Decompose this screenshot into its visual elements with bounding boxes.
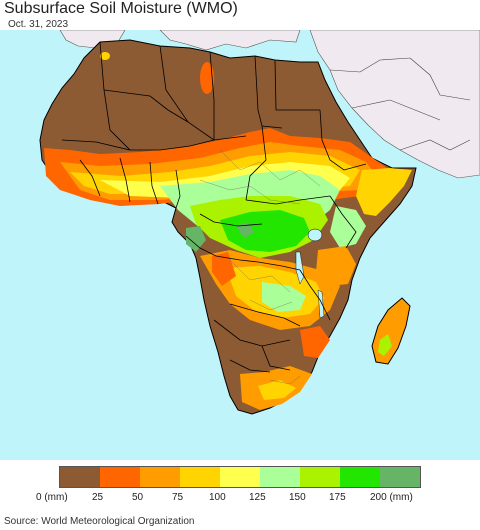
southern-europe-land <box>159 30 301 51</box>
legend-color-bar <box>59 466 421 488</box>
legend-label: 150 <box>289 492 306 503</box>
gabon-wet-zone <box>186 226 206 252</box>
source-credit: Source: World Meteorological Organizatio… <box>4 516 195 527</box>
legend-label: 25 <box>92 492 104 503</box>
libya-wet-spot <box>200 62 214 94</box>
middle-east-borders <box>329 57 471 151</box>
tanzania-orange-zone <box>316 246 356 286</box>
legend-swatch <box>380 467 420 487</box>
country-borders <box>61 41 367 373</box>
legend-swatch <box>60 467 100 487</box>
legend-swatch <box>220 467 260 487</box>
lake-victoria <box>307 228 323 242</box>
lake-tanganyika <box>295 251 305 285</box>
legend-swatch <box>300 467 340 487</box>
legend-swatch <box>260 467 300 487</box>
kenya-green-zone <box>330 206 366 248</box>
legend-label: 75 <box>172 492 184 503</box>
admin-borders <box>199 149 321 385</box>
legend-label: 200 (mm) <box>370 492 413 503</box>
legend-label: 0 (mm) <box>36 492 68 503</box>
madagascar-moist <box>378 334 392 356</box>
legend-label: 100 <box>209 492 226 503</box>
legend-label: 50 <box>132 492 144 503</box>
mozambique-orange-zone <box>300 326 330 358</box>
legend-label: 175 <box>329 492 346 503</box>
middle-east-land <box>309 30 480 179</box>
legend-label: 125 <box>249 492 266 503</box>
map-title: Subsurface Soil Moisture (WMO) <box>4 0 238 17</box>
legend-swatch <box>140 467 180 487</box>
legend-swatch <box>100 467 140 487</box>
zambia-green-zone <box>262 282 306 312</box>
legend-labels: 0 (mm) 25 50 75 100 125 150 175 200 (mm) <box>0 492 480 506</box>
congo-green-zone <box>220 210 310 252</box>
legend-swatch <box>340 467 380 487</box>
horn-yellow-zone <box>356 168 412 216</box>
lake-malawi <box>317 289 325 319</box>
soil-moisture-map <box>0 30 480 460</box>
legend-swatch <box>180 467 220 487</box>
map-date: Oct. 31, 2023 <box>8 19 69 30</box>
